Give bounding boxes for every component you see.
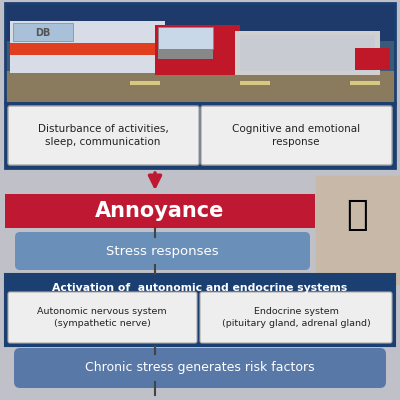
FancyBboxPatch shape [10,21,165,73]
Text: Activation of  autonomic and endocrine systems: Activation of autonomic and endocrine sy… [52,283,348,293]
Text: Stress responses: Stress responses [106,244,218,258]
Text: Disturbance of activities,
sleep, communication: Disturbance of activities, sleep, commun… [38,124,168,147]
Text: Endocrine system
(pituitary gland, adrenal gland): Endocrine system (pituitary gland, adren… [222,307,370,328]
FancyBboxPatch shape [158,27,213,49]
FancyBboxPatch shape [10,43,165,55]
FancyBboxPatch shape [355,48,390,70]
FancyBboxPatch shape [8,292,197,343]
Text: Cognitive and emotional
response: Cognitive and emotional response [232,124,360,147]
FancyBboxPatch shape [5,103,395,168]
FancyBboxPatch shape [240,35,375,71]
FancyBboxPatch shape [5,3,395,41]
Text: Autonomic nervous system
(sympathetic nerve): Autonomic nervous system (sympathetic ne… [37,307,167,328]
FancyBboxPatch shape [315,175,400,285]
Text: Annoyance: Annoyance [95,201,225,221]
FancyBboxPatch shape [155,25,240,75]
Text: DB: DB [35,28,51,38]
FancyBboxPatch shape [240,81,270,85]
Text: 😤: 😤 [346,198,368,232]
FancyBboxPatch shape [200,292,392,343]
FancyBboxPatch shape [235,31,380,75]
FancyBboxPatch shape [5,194,315,228]
FancyBboxPatch shape [158,49,213,59]
FancyBboxPatch shape [13,23,73,41]
FancyBboxPatch shape [5,274,395,346]
FancyBboxPatch shape [15,232,310,270]
FancyBboxPatch shape [130,81,160,85]
FancyBboxPatch shape [5,3,395,103]
FancyBboxPatch shape [350,81,380,85]
FancyBboxPatch shape [201,106,392,165]
FancyBboxPatch shape [8,106,199,165]
Text: Chronic stress generates risk factors: Chronic stress generates risk factors [85,362,315,374]
FancyBboxPatch shape [5,71,395,103]
FancyBboxPatch shape [14,348,386,388]
